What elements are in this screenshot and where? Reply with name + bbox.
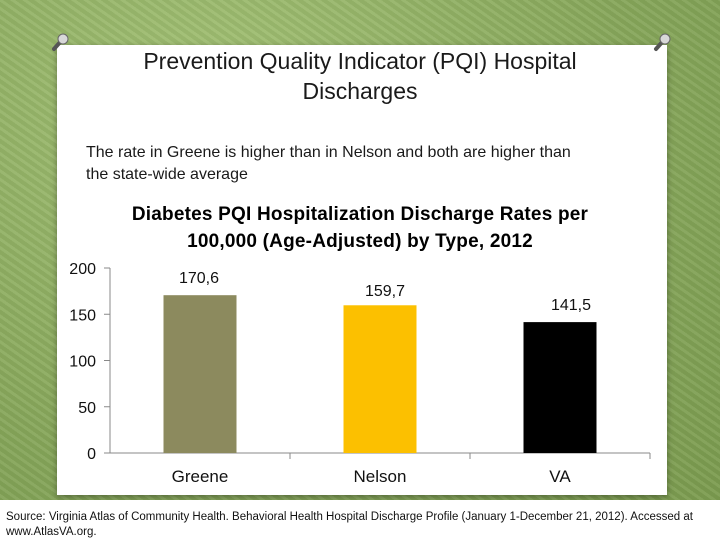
data-label: 159,7: [365, 283, 405, 300]
pushpin-right-icon: [654, 33, 671, 51]
y-tick-label: 100: [69, 354, 96, 371]
y-tick-label: 150: [69, 307, 96, 324]
chart-title: Diabetes PQI Hospitalization Discharge R…: [131, 204, 589, 252]
data-label: 170,6: [179, 270, 219, 287]
bar-va: [523, 322, 597, 453]
bar-nelson: [343, 305, 417, 453]
x-tick-label: VA: [549, 467, 571, 486]
y-tick-label: 200: [69, 261, 96, 278]
slide-title: Prevention Quality Indicator (PQI) Hospi…: [143, 48, 577, 104]
source-note: Source: Virginia Atlas of Community Heal…: [0, 500, 720, 540]
data-label: 141,5: [551, 297, 591, 314]
pushpin-left-icon: [52, 33, 69, 51]
y-tick-label: 50: [78, 400, 96, 417]
slide-subtitle: The rate in Greene is higher than in Nel…: [86, 144, 571, 183]
bar-greene: [163, 295, 237, 453]
x-tick-label: Nelson: [354, 467, 407, 486]
y-tick-label: 0: [87, 446, 96, 463]
x-tick-label: Greene: [172, 467, 229, 486]
